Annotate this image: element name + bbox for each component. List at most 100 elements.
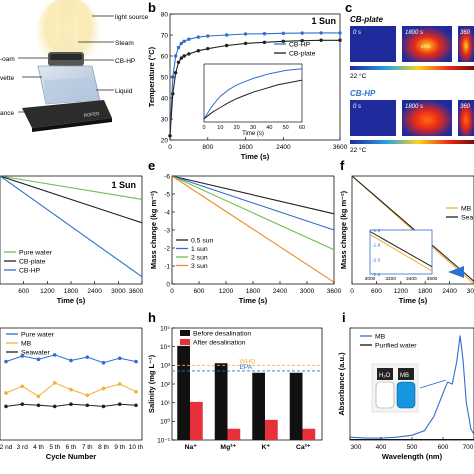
b-point-1	[319, 38, 323, 42]
vial-label-mb: MB	[400, 373, 409, 379]
e-ytick-label: -4	[164, 209, 170, 216]
f-xtick-label: 1800	[418, 288, 433, 295]
g-point-1	[52, 381, 57, 385]
g-point-0	[85, 355, 90, 359]
b-xtick-label: 0	[168, 144, 172, 151]
g-point-1	[20, 384, 25, 389]
f-frame	[351, 175, 474, 285]
h-xtick-label: K⁺	[262, 444, 271, 451]
g-point-2	[52, 404, 57, 409]
panel-c-thermal: c CB-plate 0 s 1800 s 47.3 360 22 °C CB-…	[345, 0, 474, 154]
thermal-time-hp-1800s: 1800 s	[405, 104, 423, 110]
panel-letter-h: h	[148, 310, 156, 325]
f-legend-label: MB	[461, 206, 472, 213]
h-ytick-label: 10²	[161, 381, 171, 388]
d-legend-label: CB-plate	[19, 259, 46, 266]
f-zoom-arrow-icon	[448, 266, 464, 278]
b-ytick-label: 40	[161, 95, 169, 102]
panel-i-vials-photo: H₂O MB	[371, 363, 419, 413]
b-point-1	[300, 38, 304, 43]
h-bar-1	[265, 419, 278, 440]
b-point-1	[182, 54, 186, 58]
b-legend-label: CB-plate	[289, 51, 316, 58]
h-ytick-label: 10⁵	[160, 325, 170, 332]
b-point-0	[262, 32, 267, 36]
panel-letter-f: f	[340, 158, 345, 173]
b-point-1	[168, 134, 172, 138]
b-legend-label: CB-HP	[289, 42, 311, 49]
b-xlabel: Time (s)	[241, 152, 270, 161]
g-xtick-label: 3 rd	[17, 444, 29, 451]
e-series-1	[171, 175, 335, 231]
e-legend-label: 2 sun	[191, 255, 208, 262]
b-point-0	[179, 41, 184, 46]
i-xtick-label: 300	[351, 444, 362, 451]
f-inset-ytick-label: -2.2	[372, 272, 381, 278]
e-xtick-label: 0	[170, 288, 174, 295]
g-point-0	[101, 360, 106, 365]
i-ylabel: Absorbance (a.u.)	[337, 352, 346, 416]
i-series-0	[349, 335, 474, 439]
f-series-1	[351, 175, 474, 282]
cb-hp-layer	[50, 54, 82, 60]
b-ytick-label: 30	[161, 116, 169, 123]
h-xtick-label: Ca²⁺	[296, 444, 311, 451]
e-xtick-label: 3600	[327, 288, 342, 295]
f-inset-ytick-label: -1.8	[372, 243, 381, 249]
g-point-0	[36, 357, 41, 362]
b-inset-xtick-label: 30	[250, 125, 256, 131]
d-xtick-label: 3000	[111, 288, 126, 295]
thermal-img-hp-3600s	[458, 100, 474, 136]
b-point-1	[281, 39, 286, 43]
b-annotation: 1 Sun	[311, 16, 336, 26]
i-xlabel: Wavelength (nm)	[382, 452, 443, 461]
g-point-2	[134, 403, 138, 408]
g-point-2	[4, 404, 8, 409]
i-xtick-label: 500	[407, 444, 418, 451]
label-balance: ance	[0, 110, 14, 117]
b-point-0	[182, 39, 186, 43]
d-annotation: 1 Sun	[111, 180, 136, 190]
panel-letter-c: c	[345, 0, 352, 15]
d-series-2	[0, 175, 143, 278]
e-ytick-label: -6	[164, 173, 170, 180]
d-legend-label: Pure water	[19, 250, 53, 257]
h-ytick-label: 10⁰	[160, 418, 170, 426]
f-xtick-label: 3000	[467, 288, 474, 295]
label-liquid: Liquid	[115, 88, 133, 95]
i-legend-label: MB	[375, 334, 386, 341]
b-point-1	[179, 56, 184, 60]
g-point-1	[4, 391, 8, 395]
vial-water	[375, 381, 395, 409]
e-legend-label: 1 sun	[191, 246, 208, 253]
b-point-1	[187, 52, 191, 56]
thermal-title-cb-hp: CB-HP	[350, 89, 376, 98]
h-bar-0	[289, 372, 303, 440]
d-series-0	[0, 175, 143, 200]
f-xtick-label: 2400	[442, 288, 457, 295]
f-inset-xtick-label: 3200	[385, 276, 396, 282]
b-point-1	[176, 60, 181, 64]
g-xtick-label: 10 th	[129, 444, 144, 451]
thermal-temp-2: 22 °C	[350, 146, 367, 154]
g-xtick-label: 5 th	[49, 444, 60, 451]
b-point-0	[196, 35, 201, 39]
e-xlabel: Time (s)	[239, 296, 268, 305]
thermal-time-3600s: 360	[460, 30, 471, 36]
h-xtick-label: Na⁺	[185, 444, 198, 451]
h-ytick-label: 10⁴	[160, 344, 170, 351]
e-xtick-label: 1800	[246, 288, 261, 295]
b-inset-xtick-label: 50	[283, 125, 289, 131]
b-xtick-label: 1600	[238, 144, 253, 151]
b-ylabel: Temperature (°C)	[147, 46, 156, 107]
b-xtick-label: 800	[202, 144, 213, 151]
vial-label-h2o: H₂O	[379, 373, 391, 379]
b-ytick-label: 70	[161, 32, 169, 39]
b-inset-frame	[203, 63, 303, 123]
h-ref-label-1: EPA	[240, 364, 253, 371]
panel-letter-e: e	[148, 158, 155, 173]
b-point-1	[171, 92, 175, 96]
f-inset-ytick-label: -1.6	[372, 228, 381, 234]
balance-brand: ROFED	[83, 111, 100, 118]
